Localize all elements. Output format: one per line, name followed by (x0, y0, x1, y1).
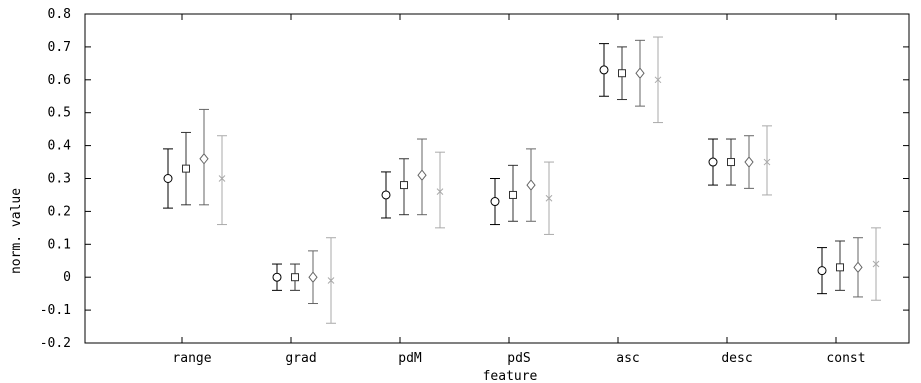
data-point-diamond (308, 271, 318, 284)
y-tick-label: 0 (63, 270, 71, 285)
data-point-diamond (417, 169, 427, 182)
data-point-diamond (853, 261, 863, 274)
x-tick-label-pdM: pdM (398, 351, 422, 366)
data-point-x (436, 188, 444, 196)
y-tick-label: -0.2 (40, 336, 71, 351)
data-point-circle (272, 272, 282, 282)
data-point-square (400, 181, 408, 190)
y-tick-label: 0.3 (48, 172, 71, 187)
data-point-square (182, 164, 190, 173)
series-1 (163, 43, 827, 295)
data-point-x (545, 194, 553, 202)
data-point-diamond (526, 179, 536, 191)
y-tick-label: -0.1 (40, 303, 71, 318)
data-point-x (654, 76, 662, 84)
x-tick-label-const: const (826, 351, 865, 366)
series-3 (199, 39, 863, 305)
x-tick-label-desc: desc (721, 351, 752, 366)
y-axis-label: norm. value (9, 188, 24, 274)
data-point-square (727, 158, 735, 167)
data-point-square (509, 190, 517, 199)
data-point-circle (381, 190, 391, 200)
y-tick-label: 0.4 (48, 139, 72, 154)
data-point-x (763, 158, 771, 166)
x-tick-label-range: range (172, 351, 211, 366)
data-point-circle (708, 157, 718, 167)
data-point-diamond (199, 152, 209, 165)
data-point-square (836, 263, 844, 272)
data-point-x (327, 277, 335, 284)
x-axis-label: feature (483, 369, 538, 383)
y-tick-label: 0.1 (48, 237, 71, 252)
data-point-circle (817, 266, 827, 276)
data-series (163, 36, 881, 324)
y-tick-label: 0.2 (48, 204, 71, 219)
x-tick-label-pdS: pdS (507, 351, 530, 366)
y-tick-label: 0.6 (48, 73, 71, 88)
series-2 (181, 46, 845, 291)
x-axis: range grad pdM pdS asc desc const (172, 14, 866, 366)
data-point-x (218, 175, 226, 182)
data-point-circle (490, 197, 500, 207)
data-point-x (872, 260, 880, 268)
y-tick-label: 0.5 (48, 106, 71, 121)
x-tick-label-asc: asc (616, 351, 639, 366)
y-tick-label: 0.8 (48, 7, 71, 22)
data-point-circle (163, 174, 173, 183)
data-point-diamond (635, 67, 645, 80)
data-point-square (291, 273, 299, 282)
data-point-circle (599, 65, 609, 75)
data-point-diamond (744, 156, 754, 168)
series-4 (217, 36, 881, 324)
y-axis: -0.2 -0.1 0 0.1 0.2 0.3 0.4 0.5 0.6 0.7 0.8 (40, 7, 909, 351)
data-point-square (618, 69, 626, 78)
x-tick-label-grad: grad (285, 351, 316, 366)
y-tick-label: 0.7 (48, 40, 71, 55)
